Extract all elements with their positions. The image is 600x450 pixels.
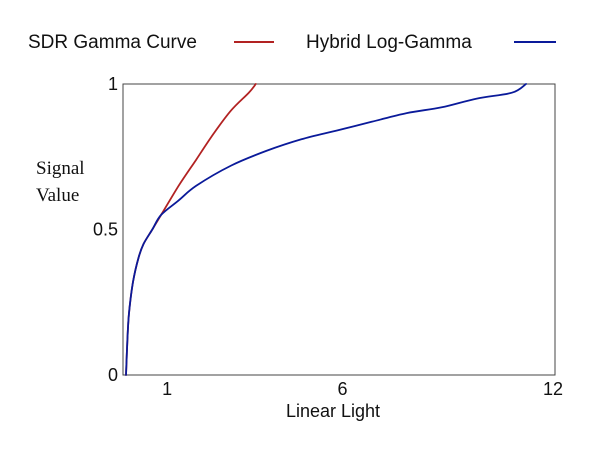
x-tick-label: 6 [337, 379, 347, 399]
x-tick-label: 12 [543, 379, 563, 399]
y-axis-title-line-1: Signal [36, 158, 85, 179]
axis-ticks: 0 0.5 1 1 6 12 [93, 74, 563, 399]
y-axis-title: Signal Value [36, 158, 85, 206]
legend-label-sdr: SDR Gamma Curve [28, 32, 197, 53]
legend: SDR Gamma Curve Hybrid Log-Gamma [28, 32, 556, 53]
series-layer [125, 83, 527, 376]
plot-frame [122, 83, 556, 376]
x-axis-title: Linear Light [286, 401, 380, 421]
y-axis-title-line-2: Value [36, 185, 79, 206]
series-line-sdr [125, 83, 257, 376]
y-tick-label: 0 [108, 365, 118, 385]
legend-entry-hlg: Hybrid Log-Gamma [306, 32, 556, 53]
legend-label-hlg: Hybrid Log-Gamma [306, 32, 472, 53]
series-line-hlg [125, 83, 527, 376]
y-tick-label: 0.5 [93, 220, 118, 240]
x-tick-label: 1 [162, 379, 172, 399]
legend-entry-sdr: SDR Gamma Curve [28, 32, 274, 53]
y-tick-label: 1 [108, 74, 118, 94]
